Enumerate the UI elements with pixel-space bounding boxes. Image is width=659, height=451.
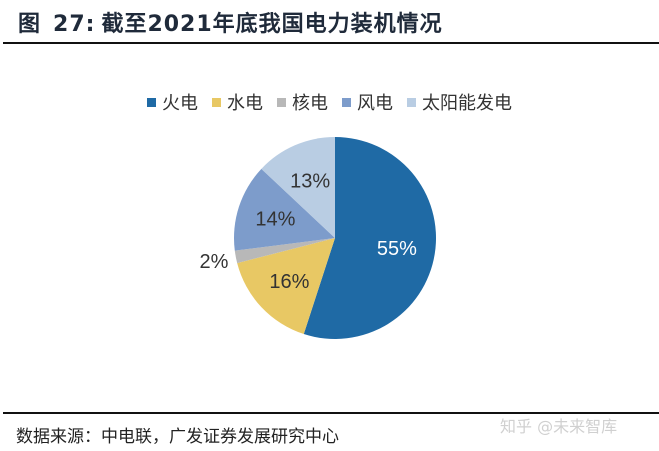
pie-slice [237,238,335,335]
slice-label: 14% [255,209,295,231]
legend-label: 太阳能发电 [422,93,512,114]
watermark: 知乎 @未来智库 [500,417,618,436]
source-note: 数据来源：中电联，广发证券发展研究中心 [16,427,339,447]
legend-item-wind: 风电 [342,89,393,115]
legend-item-nuclear: 核电 [277,89,328,115]
figure-title-text: 截至2021年底我国电力装机情况 [101,12,443,37]
chart-legend: 火电 水电 核电 风电 太阳能发电 [0,89,659,115]
figure-number: 27: [53,12,96,37]
pie-slice [261,137,335,238]
legend-label: 风电 [357,93,393,114]
slice-label: 13% [290,171,330,193]
slice-label: 2% [200,251,229,273]
legend-item-hydro: 水电 [212,89,263,115]
legend-swatch [407,97,416,107]
legend-swatch [212,97,221,107]
legend-swatch [342,97,351,107]
pie-slice [234,168,335,251]
legend-label: 水电 [227,93,263,114]
slice-label: 16% [269,271,309,293]
legend-swatch [277,97,286,107]
legend-item-solar: 太阳能发电 [407,89,512,115]
slice-label: 55% [377,238,417,260]
pie-slice [234,238,335,264]
pie-slice [303,137,437,339]
figure-title: 图 27: 截至2021年底我国电力装机情况 [18,6,443,38]
pie-slices [234,137,437,339]
legend-swatch [147,97,156,107]
pie-labels: 55% 16% 2% 14% 13% [200,171,418,293]
figure-label: 图 [18,12,42,37]
top-divider [3,42,659,44]
legend-label: 火电 [162,93,198,114]
legend-label: 核电 [292,93,328,114]
legend-item-thermal: 火电 [147,89,198,115]
bottom-divider [3,412,659,414]
